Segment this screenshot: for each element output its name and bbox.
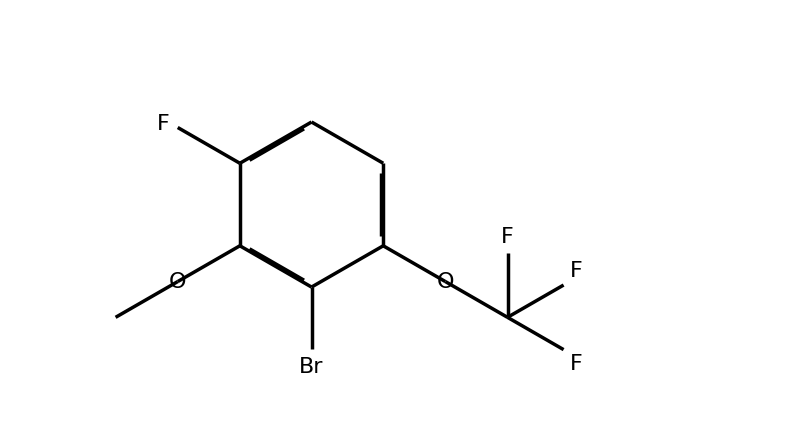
Text: O: O xyxy=(169,271,187,291)
Text: F: F xyxy=(157,114,169,133)
Text: F: F xyxy=(501,227,514,247)
Text: F: F xyxy=(570,354,582,374)
Text: Br: Br xyxy=(299,357,324,377)
Text: F: F xyxy=(570,261,582,281)
Text: O: O xyxy=(437,271,454,291)
